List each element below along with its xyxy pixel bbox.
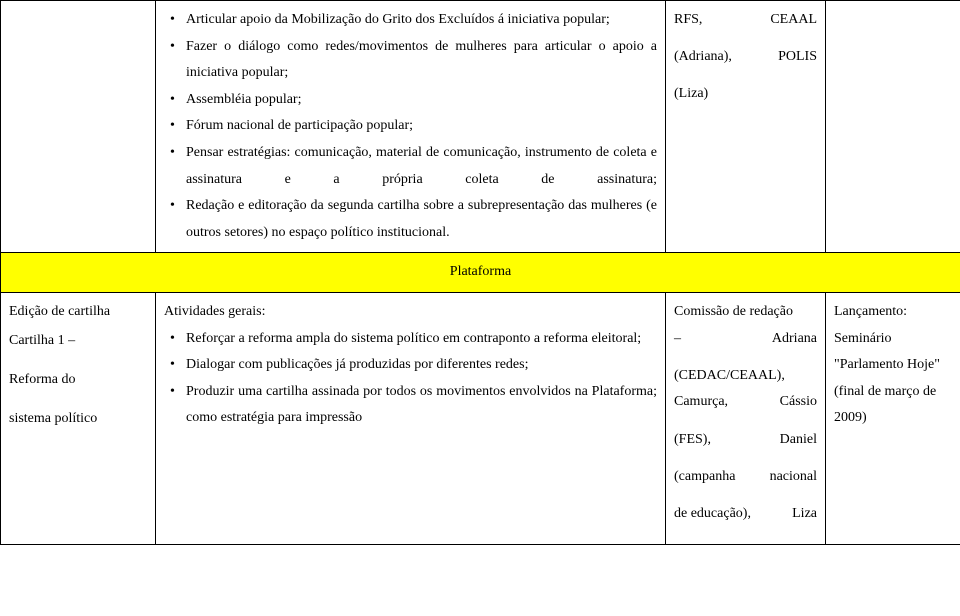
- text-line: (Adriana), POLIS: [674, 44, 817, 71]
- text-left: (campanha: [674, 464, 735, 491]
- text-line: Cartilha 1 –: [9, 328, 147, 365]
- text-line: Seminário: [834, 326, 952, 353]
- list-item: Fórum nacional de participação popular;: [164, 113, 657, 140]
- list-item: Articular apoio da Mobilização do Grito …: [164, 7, 657, 34]
- text-line: Reforma do: [9, 367, 147, 404]
- row1-col3: RFS, CEAAL (Adriana), POLIS (Liza): [666, 1, 826, 253]
- text-line: – Adriana: [674, 326, 817, 353]
- list-item: Reforçar a reforma ampla do sistema polí…: [164, 326, 657, 353]
- text-line: Edição de cartilha: [9, 299, 147, 326]
- row2-col3: Comissão de redação – Adriana (CEDAC/CEA…: [666, 292, 826, 544]
- text-left: –: [674, 326, 681, 353]
- list-item: Pensar estratégias: comunicação, materia…: [164, 140, 657, 193]
- list-item: Assembléia popular;: [164, 87, 657, 114]
- text-line: (final de março de: [834, 379, 952, 406]
- text-line: Lançamento:: [834, 299, 952, 326]
- text-right: nacional: [770, 464, 817, 491]
- row1-col2: Articular apoio da Mobilização do Grito …: [156, 1, 666, 253]
- text-right: Liza: [792, 501, 817, 528]
- text-line: (Liza): [674, 81, 817, 108]
- text-right: Adriana: [772, 326, 817, 353]
- row2-col4: Lançamento: Seminário "Parlamento Hoje" …: [826, 292, 960, 544]
- list-item: Produzir uma cartilha assinada por todos…: [164, 379, 657, 432]
- table-row: Edição de cartilha Cartilha 1 – Reforma …: [1, 292, 960, 544]
- text-line: RFS, CEAAL: [674, 7, 817, 34]
- section-header-row: Plataforma: [1, 253, 960, 293]
- text-left: (Adriana),: [674, 44, 732, 71]
- text-left: Camurça,: [674, 389, 728, 416]
- row1-col1-empty: [1, 1, 156, 253]
- list-item: Dialogar com publicações já produzidas p…: [164, 352, 657, 379]
- text-right: CEAAL: [770, 7, 817, 34]
- text-line: (campanha nacional: [674, 464, 817, 491]
- row1-bullet-list: Articular apoio da Mobilização do Grito …: [164, 7, 657, 246]
- text-left: RFS,: [674, 7, 702, 34]
- list-item: Fazer o diálogo como redes/movimentos de…: [164, 34, 657, 87]
- list-item: Redação e editoração da segunda cartilha…: [164, 193, 657, 246]
- row2-col2: Atividades gerais: Reforçar a reforma am…: [156, 292, 666, 544]
- text-line: Camurça, Cássio: [674, 389, 817, 416]
- text-line: (FES), Daniel: [674, 427, 817, 454]
- text-left: (FES),: [674, 427, 711, 454]
- text-right: POLIS: [778, 44, 817, 71]
- text-right: Daniel: [780, 427, 817, 454]
- text-line: 2009): [834, 405, 952, 432]
- section-header-cell: Plataforma: [1, 253, 960, 293]
- table-row: Articular apoio da Mobilização do Grito …: [1, 1, 960, 253]
- text-right: Cássio: [780, 389, 817, 416]
- text-line: sistema político: [9, 406, 147, 433]
- document-table: Articular apoio da Mobilização do Grito …: [0, 0, 960, 545]
- text-line: de educação), Liza: [674, 501, 817, 528]
- text-left: Cartilha 1 –: [9, 328, 75, 355]
- text-left: Reforma do: [9, 367, 75, 394]
- intro-text: Atividades gerais:: [164, 299, 657, 326]
- row2-bullet-list: Reforçar a reforma ampla do sistema polí…: [164, 326, 657, 432]
- text-line: (CEDAC/CEAAL),: [674, 363, 817, 390]
- row1-col4-empty: [826, 1, 960, 253]
- text-left: de educação),: [674, 501, 751, 528]
- text-line: "Parlamento Hoje": [834, 352, 952, 379]
- row2-col1: Edição de cartilha Cartilha 1 – Reforma …: [1, 292, 156, 544]
- text-line: Comissão de redação: [674, 299, 817, 326]
